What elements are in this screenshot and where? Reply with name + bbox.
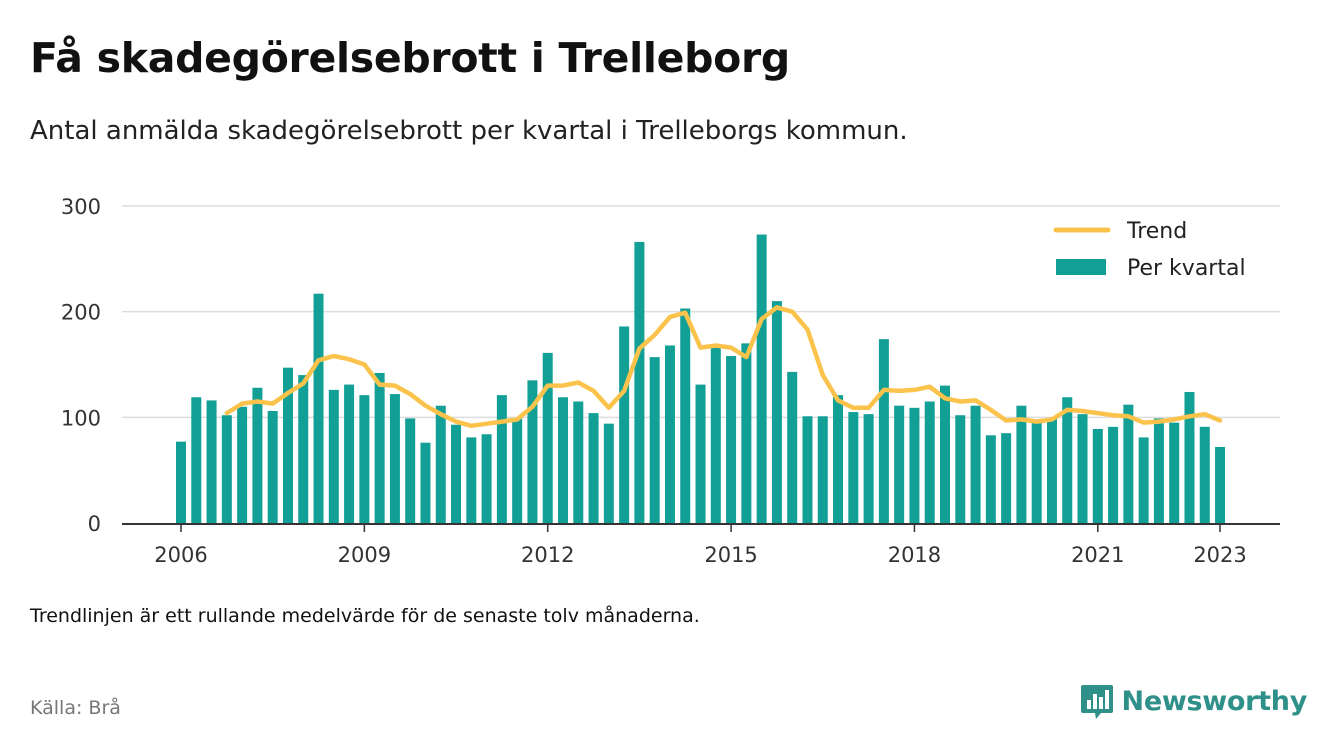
brand-name: Newsworthy bbox=[1121, 685, 1308, 717]
bar bbox=[466, 437, 477, 523]
y-tick-labels: 0 100 200 300 bbox=[61, 195, 101, 536]
bar bbox=[863, 414, 874, 523]
x-tick-label: 2015 bbox=[704, 543, 757, 567]
bar bbox=[237, 406, 248, 523]
x-tick-label: 2006 bbox=[154, 543, 207, 567]
bar bbox=[634, 241, 645, 523]
legend-bars-label: Per kvartal bbox=[1127, 256, 1246, 281]
bar bbox=[359, 395, 370, 523]
x-tick-label: 2009 bbox=[338, 543, 391, 567]
bar bbox=[1108, 426, 1119, 523]
bar bbox=[1077, 414, 1088, 523]
bar bbox=[833, 395, 844, 523]
bar bbox=[267, 410, 278, 523]
bar bbox=[206, 400, 217, 523]
bar bbox=[710, 347, 721, 523]
y-tick-label: 200 bbox=[61, 301, 101, 325]
x-tick-labels: 2006 2009 2012 2015 2018 2021 2023 bbox=[154, 524, 1247, 567]
bar bbox=[970, 405, 981, 523]
page-subtitle: Antal anmälda skadegörelsebrott per kvar… bbox=[30, 116, 908, 146]
bar bbox=[649, 357, 660, 523]
bar bbox=[1169, 422, 1180, 523]
bar bbox=[909, 407, 920, 523]
bar bbox=[1031, 420, 1042, 523]
bar bbox=[985, 435, 996, 523]
bar bbox=[787, 371, 798, 523]
x-tick-label: 2023 bbox=[1193, 543, 1246, 567]
source-label: Källa: Brå bbox=[30, 697, 121, 719]
bar bbox=[1046, 418, 1057, 523]
legend-trend-label: Trend bbox=[1126, 219, 1187, 244]
x-tick-label: 2018 bbox=[888, 543, 941, 567]
bar bbox=[1092, 428, 1103, 523]
bar bbox=[1001, 433, 1012, 523]
brand-logo[interactable]: Newsworthy bbox=[1080, 682, 1307, 720]
bar bbox=[176, 441, 186, 523]
trend-line bbox=[224, 305, 1223, 429]
bar bbox=[1184, 391, 1195, 523]
page-title: Få skadegörelsebrott i Trelleborg bbox=[30, 34, 790, 82]
bar bbox=[695, 384, 706, 523]
footnote: Trendlinjen är ett rullande medelvärde f… bbox=[30, 605, 700, 627]
bar bbox=[1215, 446, 1226, 523]
bar bbox=[374, 372, 385, 523]
x-tick-label: 2021 bbox=[1071, 543, 1124, 567]
bar bbox=[512, 418, 523, 523]
legend-bars-swatch bbox=[1056, 259, 1106, 275]
bar bbox=[558, 397, 568, 523]
bar bbox=[603, 423, 614, 523]
bar bbox=[878, 339, 889, 523]
bar bbox=[940, 385, 950, 523]
y-tick-label: 0 bbox=[88, 512, 101, 536]
bar bbox=[664, 345, 675, 523]
bar bbox=[1123, 404, 1134, 523]
bar-series bbox=[176, 234, 1226, 523]
bar bbox=[527, 380, 538, 523]
bar bbox=[588, 413, 599, 523]
bar bbox=[817, 416, 828, 523]
bar bbox=[726, 356, 737, 523]
bar bbox=[573, 401, 584, 523]
bar bbox=[848, 412, 859, 523]
bar bbox=[405, 418, 416, 523]
bar bbox=[1199, 426, 1210, 523]
bar bbox=[328, 389, 339, 523]
y-tick-label: 100 bbox=[61, 406, 101, 430]
bar bbox=[924, 401, 935, 523]
bar bbox=[481, 434, 492, 523]
bar bbox=[389, 394, 400, 523]
bar bbox=[894, 405, 905, 523]
bar bbox=[1062, 397, 1073, 523]
bar bbox=[435, 405, 446, 523]
bar bbox=[221, 415, 232, 523]
bar bbox=[344, 384, 355, 523]
legend: Trend Per kvartal bbox=[1053, 219, 1246, 281]
bar bbox=[680, 308, 691, 523]
bar bbox=[282, 367, 293, 523]
bar bbox=[1138, 437, 1149, 523]
newsworthy-logo-icon bbox=[1080, 685, 1113, 719]
bar bbox=[1153, 418, 1164, 523]
bar bbox=[1016, 405, 1027, 523]
bar bbox=[802, 416, 813, 523]
bar bbox=[496, 395, 507, 523]
bar bbox=[741, 343, 752, 523]
bar bbox=[619, 326, 630, 523]
bar bbox=[542, 352, 553, 523]
x-tick-label: 2012 bbox=[521, 543, 574, 567]
y-tick-label: 300 bbox=[61, 195, 101, 219]
bar bbox=[771, 301, 782, 523]
bar bbox=[313, 293, 324, 523]
bar bbox=[756, 234, 767, 523]
bar bbox=[191, 397, 202, 523]
bar bbox=[955, 415, 966, 523]
bar bbox=[298, 375, 309, 523]
bar bbox=[451, 424, 462, 523]
bar bbox=[252, 387, 263, 523]
bar bbox=[420, 442, 431, 523]
